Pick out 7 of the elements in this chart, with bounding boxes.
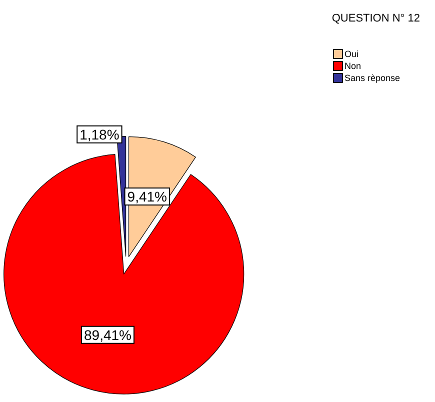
chart-title: QUESTION N° 12 xyxy=(332,12,420,24)
data-label: 89,41% xyxy=(84,326,132,343)
data-label: 9,41% xyxy=(127,188,167,204)
legend-label: Non xyxy=(344,61,361,71)
legend-label: Sans rèponse xyxy=(344,73,400,83)
data-label: 1,18% xyxy=(80,126,120,142)
legend-label: Oui xyxy=(344,49,358,59)
